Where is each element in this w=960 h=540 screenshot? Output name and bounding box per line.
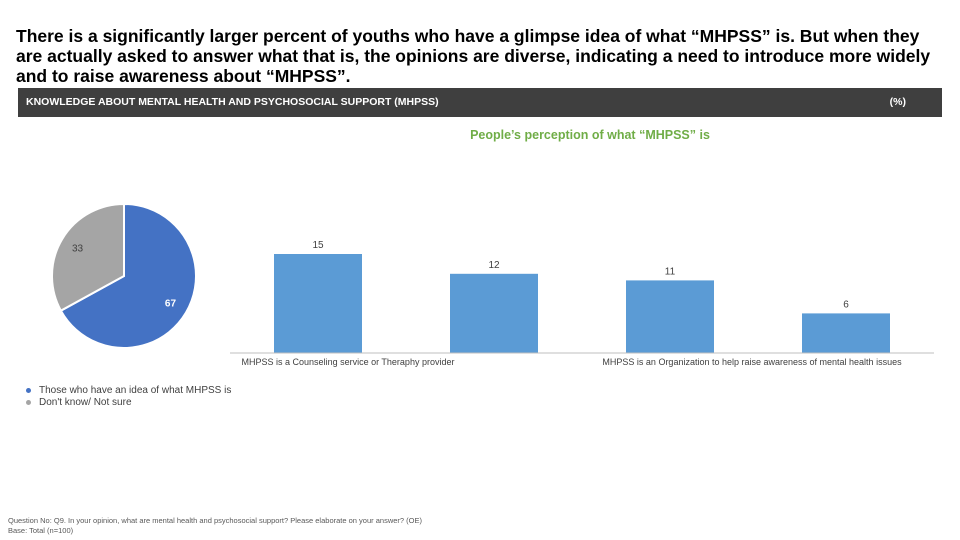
pie-slice [59, 202, 197, 349]
x-tick-label: MHPSS is a Counseling service or Theraph… [242, 357, 455, 367]
pie-data-label: 33 [72, 244, 84, 255]
bar [274, 254, 362, 353]
bar [626, 280, 714, 353]
bar [450, 273, 538, 353]
pie-slice [51, 202, 125, 313]
banner-unit: (%) [889, 96, 906, 108]
bar-data-label: 11 [665, 266, 676, 277]
pie-data-label: 67 [165, 298, 177, 309]
banner-title: KNOWLEDGE ABOUT MENTAL HEALTH AND PSYCHO… [26, 96, 439, 108]
pie-legend: Those who have an idea of what MHPSS is … [26, 384, 231, 408]
footnote: Question No: Q9. In your opinion, what a… [8, 516, 422, 536]
bar-chart-title: People’s perception of what “MHPSS” is [470, 128, 710, 142]
bar-data-label: 6 [843, 299, 849, 310]
legend-label-aware: Those who have an idea of what MHPSS is [39, 384, 232, 396]
footnote-question: Question No: Q9. In your opinion, what a… [8, 516, 422, 525]
legend-marker-aware [26, 387, 31, 393]
legend-label-unsure: Don't know/ Not sure [39, 396, 132, 408]
bar [802, 313, 890, 353]
legend-marker-unsure [26, 399, 31, 405]
x-tick-label: MHPSS is an Organization to help raise a… [602, 357, 902, 367]
section-banner: KNOWLEDGE ABOUT MENTAL HEALTH AND PSYCHO… [18, 88, 942, 117]
footnote-base: Base: Total (n=100) [8, 526, 74, 535]
legend-item-aware: Those who have an idea of what MHPSS is [26, 384, 231, 396]
bar-data-label: 15 [312, 240, 324, 251]
bar-data-label: 12 [488, 260, 500, 271]
legend-item-unsure: Don't know/ Not sure [26, 396, 231, 408]
headline: There is a significantly larger percent … [16, 26, 931, 86]
